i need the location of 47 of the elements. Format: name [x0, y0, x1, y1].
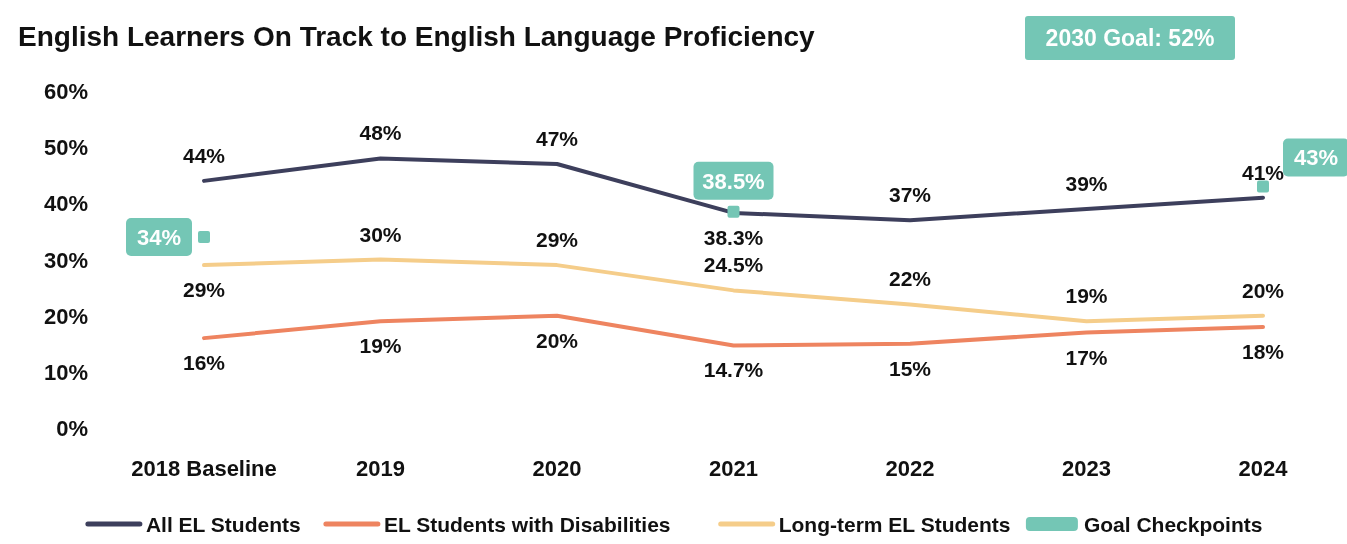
data-label: 39%: [1065, 171, 1108, 195]
y-tick-label: 20%: [43, 303, 88, 329]
data-label: 24.5%: [703, 253, 764, 277]
point: [727, 205, 740, 218]
chart-title: English Learners On Track to English Language Proficiency: [18, 21, 816, 52]
data-label: 18%: [1241, 339, 1285, 363]
data-label: 29%: [535, 228, 579, 252]
data-label: 22%: [888, 267, 932, 291]
data-label: 47%: [535, 127, 579, 151]
data-label: 19%: [359, 334, 402, 358]
x-tick-label: 2019: [356, 456, 405, 481]
x-tick-label: 2020: [532, 456, 582, 481]
y-tick-label: 0%: [56, 416, 88, 441]
data-label: 37%: [888, 183, 932, 207]
legend-label: Goal Checkpoints: [1083, 513, 1263, 536]
y-tick-label: 40%: [43, 191, 88, 217]
data-label: 44%: [182, 143, 226, 167]
data-label: 43%: [1293, 145, 1339, 171]
x-tick-label: 2023: [1062, 456, 1111, 481]
x-tick-label: 2022: [885, 456, 935, 481]
data-label: 19%: [1065, 284, 1108, 308]
legend-label: Long-term EL Students: [778, 513, 1011, 536]
x-tick-label: 2024: [1238, 456, 1289, 481]
x-tick-label: 2021: [709, 456, 758, 481]
data-label: 17%: [1065, 345, 1108, 369]
data-label: 20%: [535, 328, 579, 352]
data-label: 29%: [182, 278, 226, 302]
data-label: 14.7%: [703, 358, 764, 382]
data-label: 34%: [136, 225, 182, 251]
point: [1257, 180, 1269, 193]
y-tick-label: 10%: [43, 359, 88, 385]
y-tick-label: 60%: [43, 79, 88, 104]
data-label: 48%: [359, 121, 402, 145]
legend-label: All EL Students: [145, 513, 301, 536]
x-tick-label: 2018 Baseline: [131, 456, 277, 481]
data-label: 30%: [359, 222, 402, 246]
y-tick-label: 30%: [43, 247, 88, 273]
data-label: 38.5%: [702, 168, 765, 194]
legend-label: EL Students with Disabilities: [383, 513, 671, 536]
text: 2030 Goal: 52%: [1045, 25, 1215, 51]
data-label: 41%: [1241, 160, 1285, 184]
data-label: 16%: [182, 351, 226, 375]
data-label: 38.3%: [703, 225, 764, 249]
point: [198, 231, 210, 244]
data-label: 20%: [1241, 278, 1285, 302]
y-tick-label: 50%: [43, 135, 88, 161]
data-label: 15%: [888, 356, 932, 380]
